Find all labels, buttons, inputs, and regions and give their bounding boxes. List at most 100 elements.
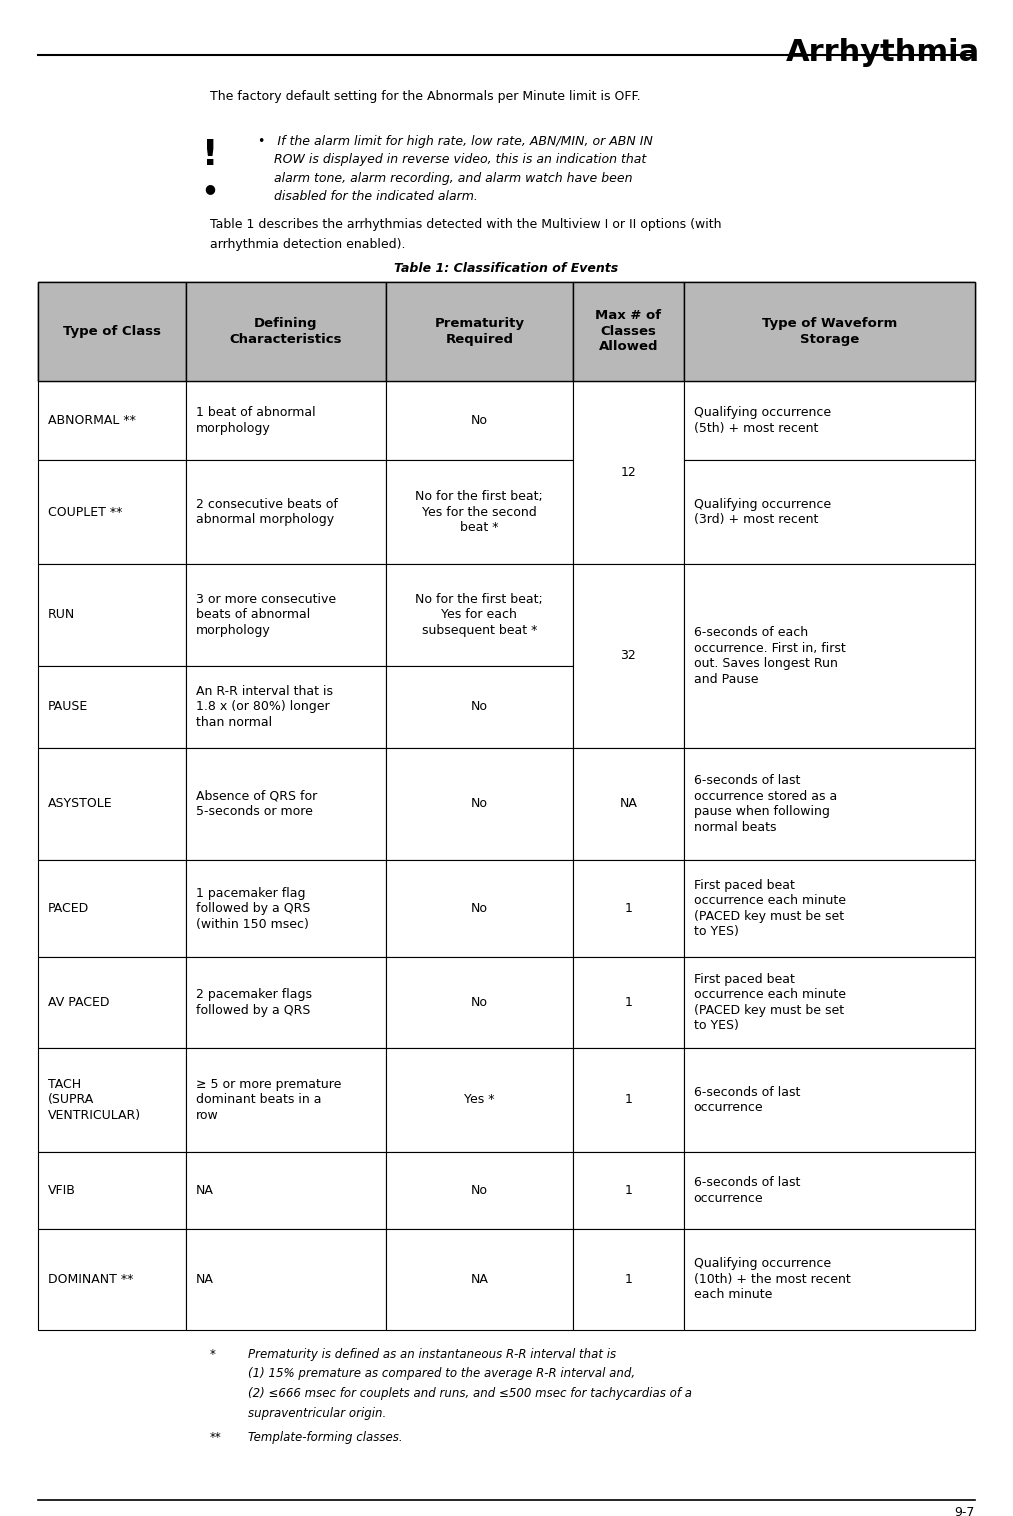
Text: No for the first beat;
Yes for each
subsequent beat *: No for the first beat; Yes for each subs…	[415, 593, 543, 637]
Bar	[186, 1152, 386, 1228]
Text: ASYSTOLE: ASYSTOLE	[48, 797, 112, 811]
Text: (2) ≤666 msec for couplets and runs, and ≤500 msec for tachycardias of a: (2) ≤666 msec for couplets and runs, and…	[248, 1387, 692, 1399]
Text: Prematurity
Required: Prematurity Required	[435, 317, 525, 346]
Bar	[386, 666, 573, 747]
Text: No: No	[471, 797, 488, 811]
Text: First paced beat
occurrence each minute
(PACED key must be set
to YES): First paced beat occurrence each minute …	[694, 879, 846, 938]
Text: •   If the alarm limit for high rate, low rate, ABN/MIN, or ABN IN: • If the alarm limit for high rate, low …	[258, 135, 652, 149]
Bar	[684, 1152, 975, 1228]
Bar	[38, 459, 186, 564]
Text: 2 consecutive beats of
abnormal morphology: 2 consecutive beats of abnormal morpholo…	[197, 497, 338, 526]
Bar	[38, 1152, 186, 1228]
Text: Arrhythmia: Arrhythmia	[786, 38, 980, 67]
Text: 2 pacemaker flags
followed by a QRS: 2 pacemaker flags followed by a QRS	[197, 988, 312, 1017]
Bar	[386, 747, 573, 860]
Bar	[573, 564, 684, 747]
Text: Qualifying occurrence
(5th) + most recent: Qualifying occurrence (5th) + most recen…	[694, 406, 831, 435]
Text: AV PACED: AV PACED	[48, 996, 109, 1010]
Bar	[38, 958, 186, 1048]
Text: **: **	[210, 1431, 222, 1445]
Text: Table 1 describes the arrhythmias detected with the Multiview I or II options (w: Table 1 describes the arrhythmias detect…	[210, 218, 721, 230]
Bar	[386, 1152, 573, 1228]
Text: 9-7: 9-7	[954, 1505, 975, 1516]
Text: An R-R interval that is
1.8 x (or 80%) longer
than normal: An R-R interval that is 1.8 x (or 80%) l…	[197, 685, 333, 729]
Text: Prematurity is defined as an instantaneous R-R interval that is: Prematurity is defined as an instantaneo…	[248, 1348, 616, 1361]
Text: Template-forming classes.: Template-forming classes.	[248, 1431, 402, 1445]
Text: 1: 1	[624, 902, 632, 916]
Text: Qualifying occurrence
(10th) + the most recent
each minute: Qualifying occurrence (10th) + the most …	[694, 1257, 850, 1301]
Text: PAUSE: PAUSE	[48, 700, 88, 713]
Bar	[573, 860, 684, 958]
Text: 6-seconds of each
occurrence. First in, first
out. Saves longest Run
and Pause: 6-seconds of each occurrence. First in, …	[694, 626, 845, 685]
Bar	[38, 564, 186, 666]
Text: Type of Waveform
Storage: Type of Waveform Storage	[762, 317, 897, 346]
Bar	[684, 381, 975, 459]
Text: The factory default setting for the Abnormals per Minute limit is OFF.: The factory default setting for the Abno…	[210, 89, 640, 103]
Bar	[186, 860, 386, 958]
Bar	[186, 459, 386, 564]
Bar	[684, 282, 975, 381]
Text: No for the first beat;
Yes for the second
beat *: No for the first beat; Yes for the secon…	[415, 490, 543, 534]
Bar	[186, 1048, 386, 1152]
Text: No: No	[471, 414, 488, 428]
Text: NA: NA	[197, 1184, 214, 1196]
Bar	[386, 860, 573, 958]
Bar	[573, 958, 684, 1048]
Text: ≥ 5 or more premature
dominant beats in a
row: ≥ 5 or more premature dominant beats in …	[197, 1078, 341, 1122]
Text: 1 beat of abnormal
morphology: 1 beat of abnormal morphology	[197, 406, 316, 435]
Text: 1: 1	[624, 1273, 632, 1286]
Bar	[573, 1152, 684, 1228]
Text: supraventricular origin.: supraventricular origin.	[248, 1407, 386, 1419]
Bar	[386, 958, 573, 1048]
Bar	[186, 1228, 386, 1330]
Bar	[386, 381, 573, 459]
Text: Max # of
Classes
Allowed: Max # of Classes Allowed	[596, 309, 661, 353]
Bar	[38, 666, 186, 747]
Bar	[573, 282, 684, 381]
Bar	[38, 860, 186, 958]
Bar	[386, 1228, 573, 1330]
Text: Type of Class: Type of Class	[63, 324, 161, 338]
Bar	[186, 282, 386, 381]
Text: 1 pacemaker flag
followed by a QRS
(within 150 msec): 1 pacemaker flag followed by a QRS (with…	[197, 887, 310, 931]
Text: No: No	[471, 1184, 488, 1196]
Text: TACH
(SUPRA
VENTRICULAR): TACH (SUPRA VENTRICULAR)	[48, 1078, 141, 1122]
Bar	[186, 381, 386, 459]
Bar	[386, 459, 573, 564]
Text: arrhythmia detection enabled).: arrhythmia detection enabled).	[210, 238, 405, 252]
Text: Qualifying occurrence
(3rd) + most recent: Qualifying occurrence (3rd) + most recen…	[694, 497, 831, 526]
Bar	[684, 958, 975, 1048]
Text: 32: 32	[620, 649, 636, 662]
Bar	[684, 459, 975, 564]
Text: NA: NA	[470, 1273, 488, 1286]
Text: COUPLET **: COUPLET **	[48, 506, 123, 518]
Text: No: No	[471, 996, 488, 1010]
Bar	[186, 747, 386, 860]
Text: 1: 1	[624, 1184, 632, 1196]
Bar	[186, 958, 386, 1048]
Text: 6-seconds of last
occurrence: 6-seconds of last occurrence	[694, 1176, 800, 1205]
Text: !: !	[202, 138, 218, 171]
Text: alarm tone, alarm recording, and alarm watch have been: alarm tone, alarm recording, and alarm w…	[258, 171, 632, 185]
Text: No: No	[471, 700, 488, 713]
Bar	[38, 282, 975, 381]
Bar	[573, 381, 684, 564]
Bar	[684, 860, 975, 958]
Text: 1: 1	[624, 1093, 632, 1107]
Bar	[186, 666, 386, 747]
Text: 6-seconds of last
occurrence: 6-seconds of last occurrence	[694, 1085, 800, 1114]
Text: RUN: RUN	[48, 608, 75, 622]
Text: 3 or more consecutive
beats of abnormal
morphology: 3 or more consecutive beats of abnormal …	[197, 593, 336, 637]
Text: 6-seconds of last
occurrence stored as a
pause when following
normal beats: 6-seconds of last occurrence stored as a…	[694, 775, 837, 834]
Text: NA: NA	[619, 797, 637, 811]
Bar	[386, 564, 573, 666]
Text: No: No	[471, 902, 488, 916]
Bar	[684, 747, 975, 860]
Bar	[573, 1048, 684, 1152]
Bar	[38, 1228, 186, 1330]
Text: DOMINANT **: DOMINANT **	[48, 1273, 134, 1286]
Bar	[38, 1048, 186, 1152]
Text: Defining
Characteristics: Defining Characteristics	[230, 317, 342, 346]
Text: ROW is displayed in reverse video, this is an indication that: ROW is displayed in reverse video, this …	[258, 153, 646, 167]
Text: (1) 15% premature as compared to the average R-R interval and,: (1) 15% premature as compared to the ave…	[248, 1367, 635, 1381]
